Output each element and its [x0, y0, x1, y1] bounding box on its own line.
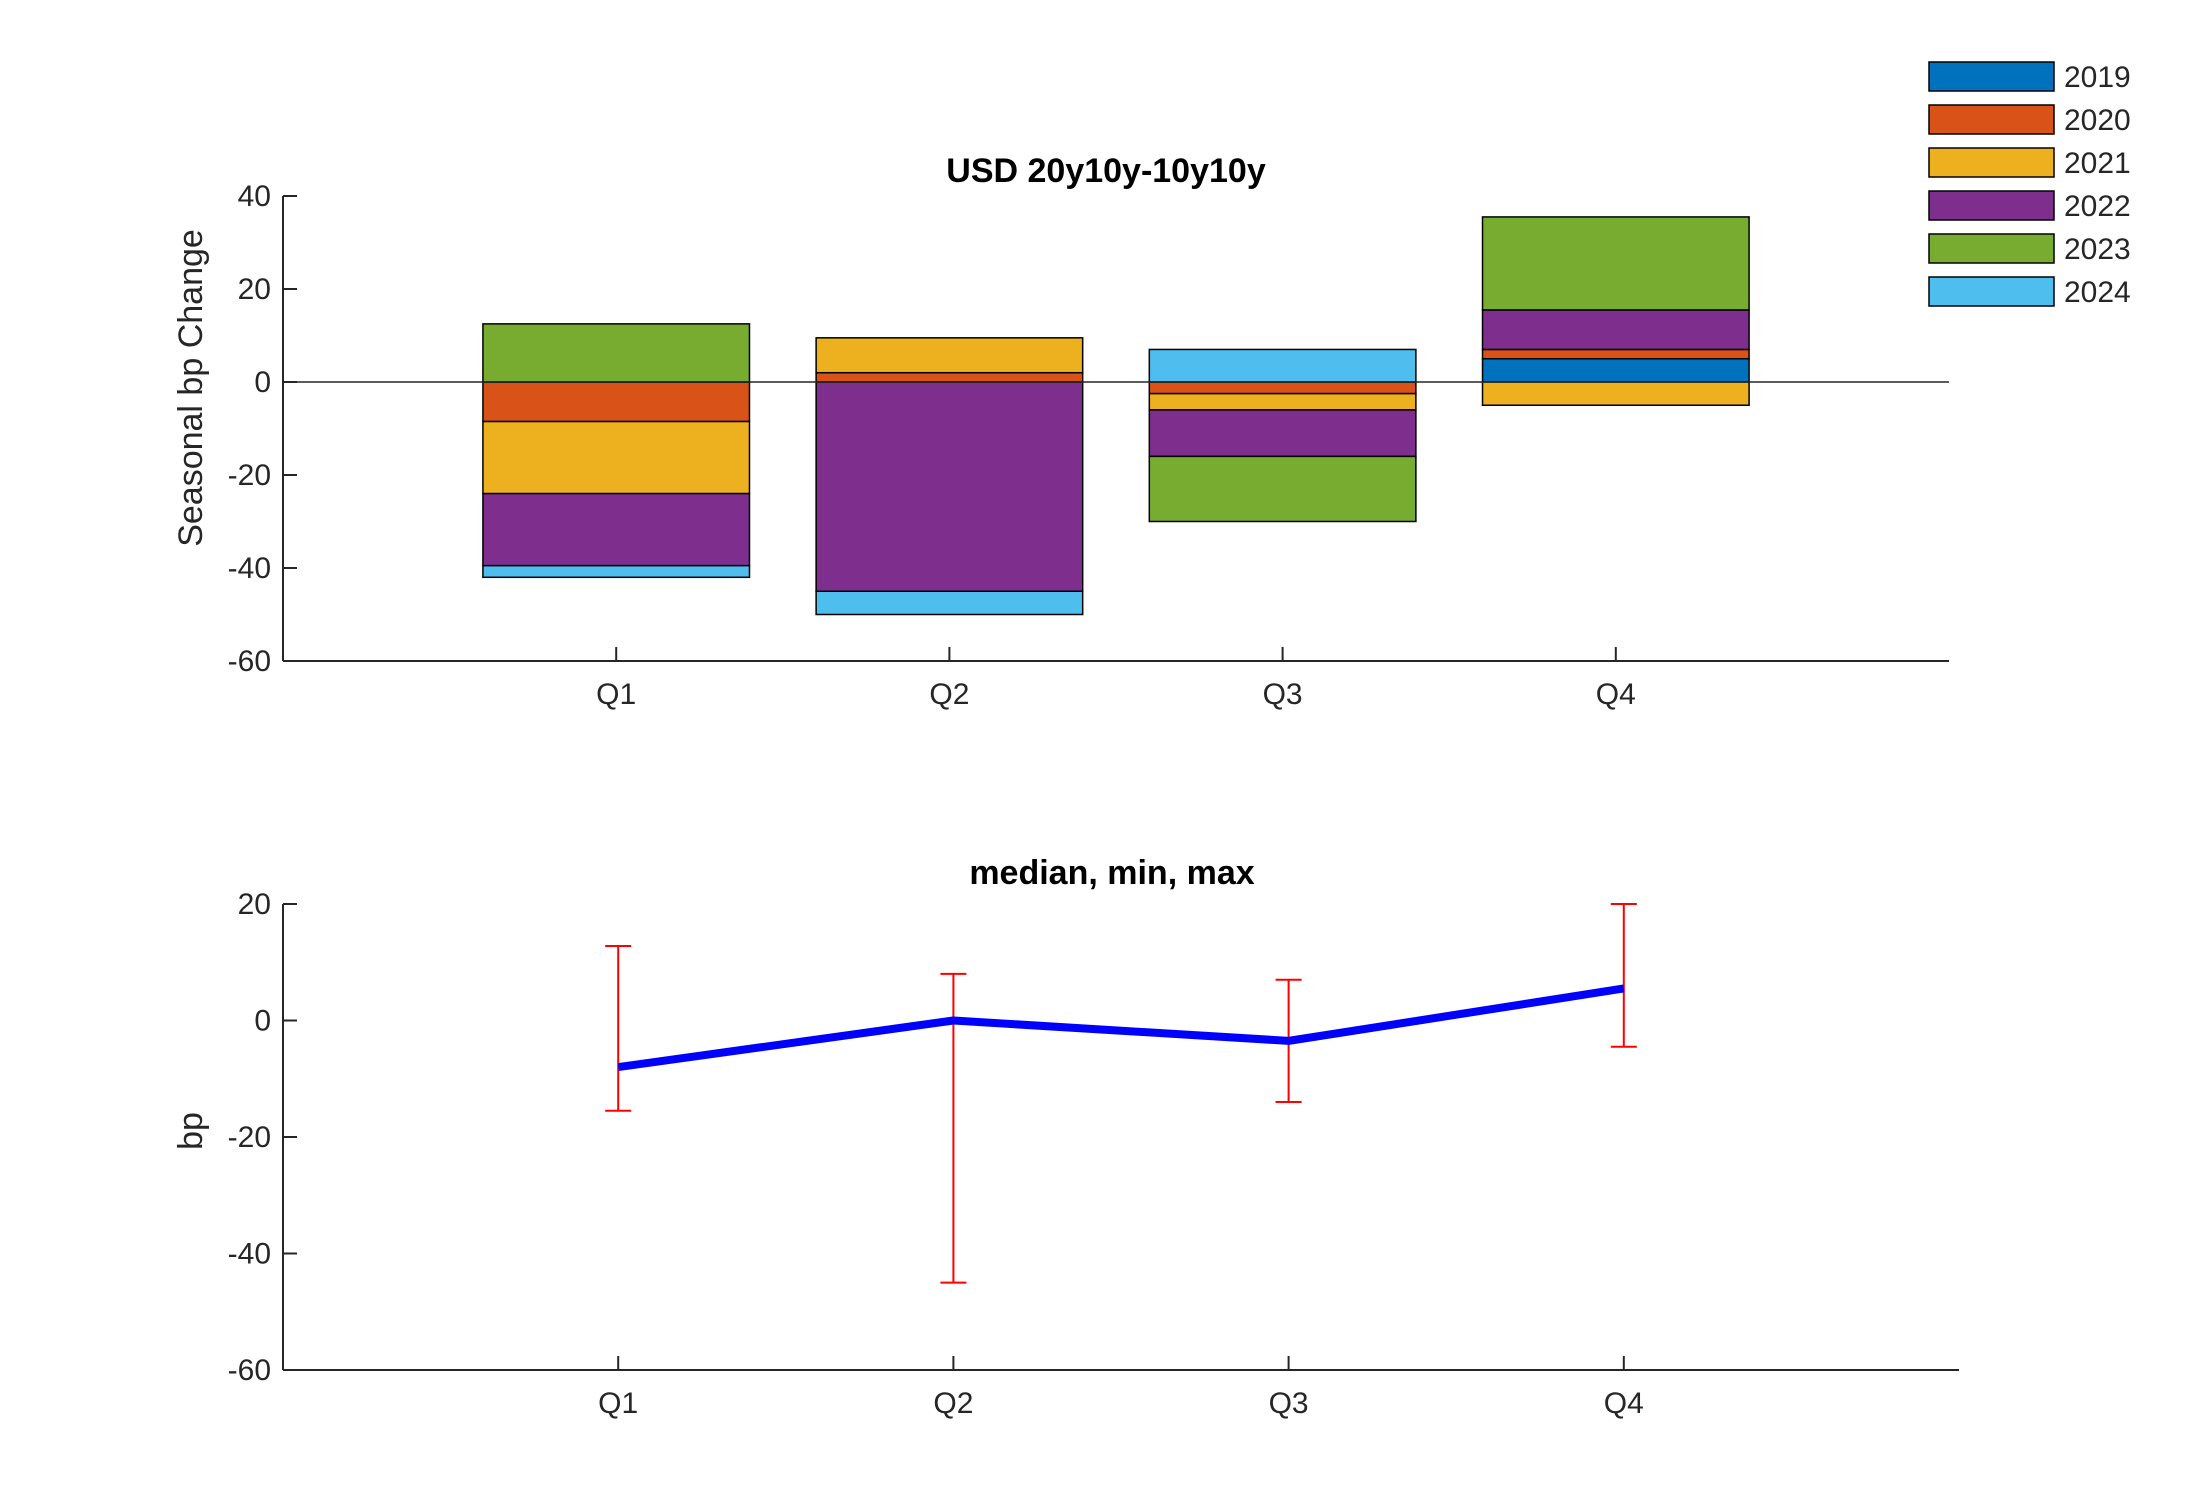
bar-segment-2024-Q2 [815, 590, 1084, 616]
chart-title: USD 20y10y-10y10y [946, 152, 1266, 190]
legend-swatch-2022 [1928, 190, 2055, 221]
bar-segment-2021-Q1 [482, 420, 751, 495]
chart-title: median, min, max [969, 854, 1254, 892]
legend-label-2021: 2021 [2064, 147, 2131, 180]
legend-swatch-2021 [1928, 147, 2055, 178]
bar-segment-2020-Q2 [815, 371, 1084, 383]
bar-segment-2022-Q1 [482, 492, 751, 567]
bar-segment-2020-Q3 [1148, 381, 1417, 395]
legend-label-2019: 2019 [2064, 61, 2131, 94]
x-tick-label: Q2 [929, 678, 969, 711]
legend-swatch-2019 [1928, 61, 2055, 92]
y-tick-label: 0 [254, 366, 271, 399]
bar-segment-2022-Q2 [815, 381, 1084, 592]
legend-label-2020: 2020 [2064, 104, 2131, 137]
y-tick-label: -40 [228, 552, 271, 585]
y-tick-label: -40 [228, 1238, 271, 1271]
x-tick-label: Q2 [933, 1387, 973, 1420]
x-tick-label: Q1 [596, 678, 636, 711]
y-tick-label: 40 [238, 180, 271, 213]
bar-segment-2023-Q4 [1481, 216, 1750, 311]
axes [282, 903, 1959, 1371]
legend-swatch-2024 [1928, 276, 2055, 307]
bar-segment-2019-Q4 [1481, 358, 1750, 383]
bar-segment-2024-Q1 [482, 564, 751, 579]
y-tick-label: 0 [254, 1005, 271, 1038]
legend: 2019 2020 2021 2022 2023 2024 [1928, 61, 2131, 309]
median-line [617, 984, 1625, 1072]
legend-label-2022: 2022 [2064, 190, 2131, 223]
legend-label-2023: 2023 [2064, 233, 2131, 266]
y-axis-label: bp [172, 1112, 210, 1150]
legend-swatch-2020 [1928, 104, 2055, 135]
bar-segment-2023-Q1 [482, 323, 751, 383]
bar-segment-2022-Q4 [1481, 309, 1750, 351]
bar-segment-2020-Q4 [1481, 348, 1750, 360]
bar-segment-2024-Q3 [1148, 348, 1417, 383]
x-tick-labels: Q1 Q2 Q3 Q4 [596, 678, 1636, 711]
legend-swatch-2023 [1928, 233, 2055, 264]
x-tick-label: Q3 [1269, 1387, 1309, 1420]
bar-segment-2021-Q2 [815, 337, 1084, 374]
x-tick-label: Q1 [598, 1387, 638, 1420]
stacked-bar-chart: USD 20y10y-10y10y Seasonal bp Change -60… [172, 152, 1949, 711]
bar-segment-2021-Q3 [1148, 392, 1417, 411]
y-tick-label: -60 [228, 1354, 271, 1387]
bar-segment-2020-Q1 [482, 381, 751, 423]
x-tick-labels: Q1 Q2 Q3 Q4 [598, 1387, 1644, 1420]
bar-segment-2023-Q3 [1148, 455, 1417, 523]
legend-label-2024: 2024 [2064, 276, 2131, 309]
y-tick-label: -60 [228, 645, 271, 678]
y-tick-label: 20 [238, 888, 271, 921]
y-tick-label: -20 [228, 1121, 271, 1154]
x-tick-label: Q4 [1604, 1387, 1644, 1420]
median-line-group [617, 984, 1625, 1072]
error-bars [605, 903, 1637, 1284]
y-tick-labels: -60 -40 -20 0 20 40 [228, 180, 271, 678]
bar-segment-2022-Q3 [1148, 409, 1417, 458]
y-tick-labels: -60 -40 -20 0 20 [228, 888, 271, 1387]
y-axis-label: Seasonal bp Change [172, 229, 210, 547]
y-tick-label: -20 [228, 459, 271, 492]
x-tick-label: Q4 [1596, 678, 1636, 711]
bar-segment-2021-Q4 [1481, 381, 1750, 406]
axes [282, 195, 1949, 662]
y-tick-label: 20 [238, 273, 271, 306]
bar-stack-group [482, 216, 1750, 616]
x-tick-label: Q3 [1263, 678, 1303, 711]
